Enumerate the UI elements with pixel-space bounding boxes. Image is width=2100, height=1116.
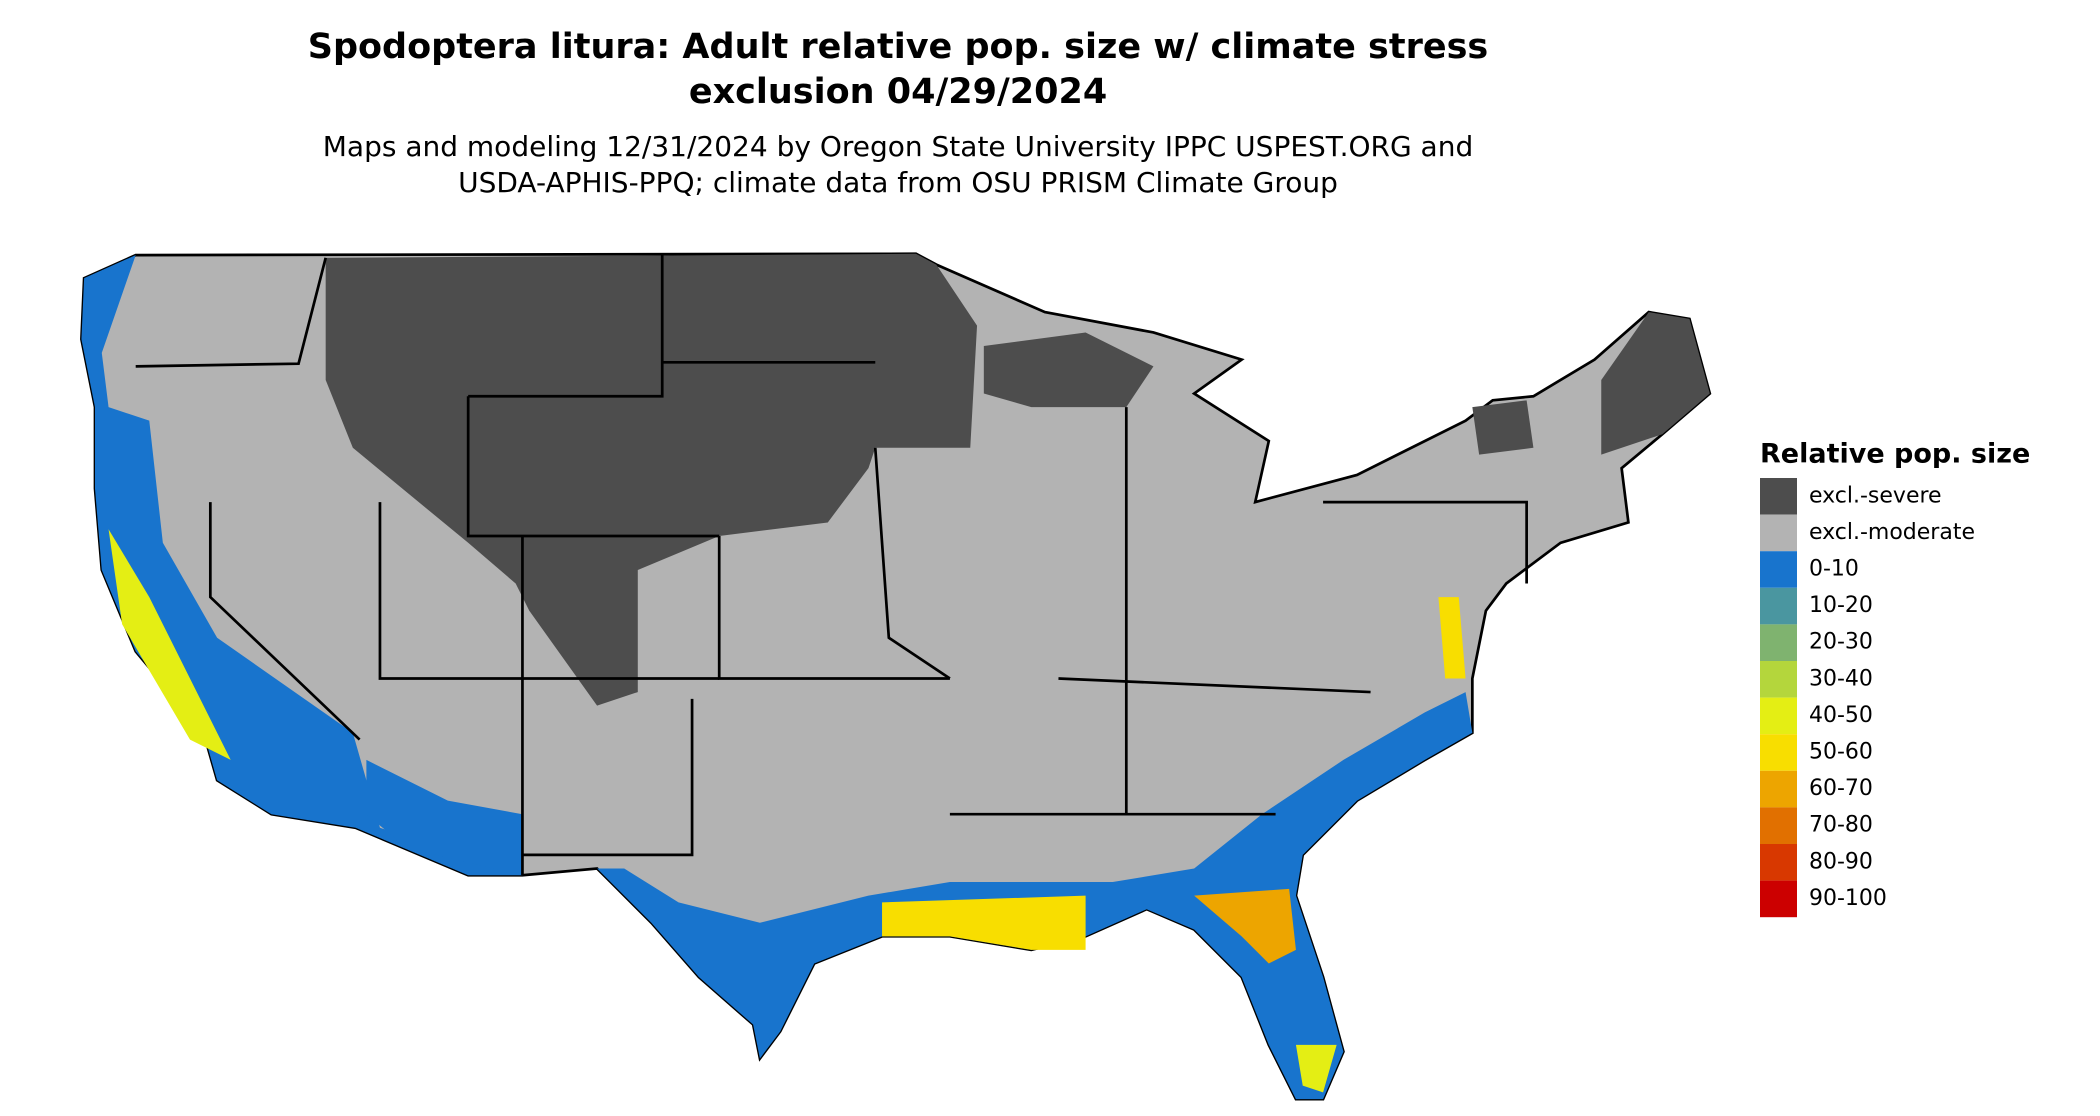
legend-label: excl.-moderate xyxy=(1809,520,1975,545)
legend-swatch xyxy=(1760,587,1797,625)
severe-region xyxy=(325,253,978,706)
range-region xyxy=(81,255,523,876)
legend-label: 70-80 xyxy=(1809,813,1873,838)
map xyxy=(80,252,1712,1101)
range-region xyxy=(597,692,1473,1100)
state-lines xyxy=(135,253,1528,876)
legend-label: 90-100 xyxy=(1809,886,1887,911)
legend-swatch xyxy=(1760,697,1797,735)
legend-label: 0-10 xyxy=(1809,557,1859,582)
range-region xyxy=(882,895,1086,950)
severe-region xyxy=(983,332,1154,408)
legend-swatch xyxy=(1760,844,1797,881)
legend-swatch xyxy=(1760,478,1797,515)
legend-swatch xyxy=(1760,734,1797,771)
legend: excl.-severe excl.-moderate 0-10 10-20 20-30… xyxy=(1760,478,1975,918)
range-region xyxy=(1438,597,1466,679)
legend-label: 30-40 xyxy=(1809,666,1873,691)
legend-label: 40-50 xyxy=(1809,703,1873,728)
range-region xyxy=(1295,1044,1337,1093)
severe-region xyxy=(1601,312,1710,455)
legend-swatch xyxy=(1760,661,1797,698)
legend-label: 60-70 xyxy=(1809,776,1873,801)
title-line: Spodoptera litura: Adult relative pop. s… xyxy=(308,27,1489,67)
subtitle-line: USDA-APHIS-PPQ; climate data from OSU PR… xyxy=(458,166,1338,199)
title-line: exclusion 04/29/2024 xyxy=(689,72,1107,112)
severe-region xyxy=(1472,400,1534,455)
legend-label: 80-90 xyxy=(1809,849,1873,874)
legend-label: 20-30 xyxy=(1809,630,1873,655)
legend-swatch xyxy=(1760,770,1797,808)
subtitle-line: Maps and modeling 12/31/2024 by Oregon S… xyxy=(323,130,1474,163)
legend-swatch xyxy=(1760,514,1797,552)
range-region xyxy=(366,759,523,876)
legend-label: 50-60 xyxy=(1809,740,1873,765)
legend-swatch xyxy=(1760,551,1797,588)
range-region xyxy=(108,529,231,760)
legend-swatch xyxy=(1760,880,1797,918)
legend-title: Relative pop. size xyxy=(1760,439,2030,470)
range-region xyxy=(1194,888,1296,964)
legend-swatch xyxy=(1760,807,1797,844)
legend-label: 10-20 xyxy=(1809,593,1873,618)
legend-label: excl.-severe xyxy=(1809,483,1942,508)
legend-swatch xyxy=(1760,624,1797,661)
